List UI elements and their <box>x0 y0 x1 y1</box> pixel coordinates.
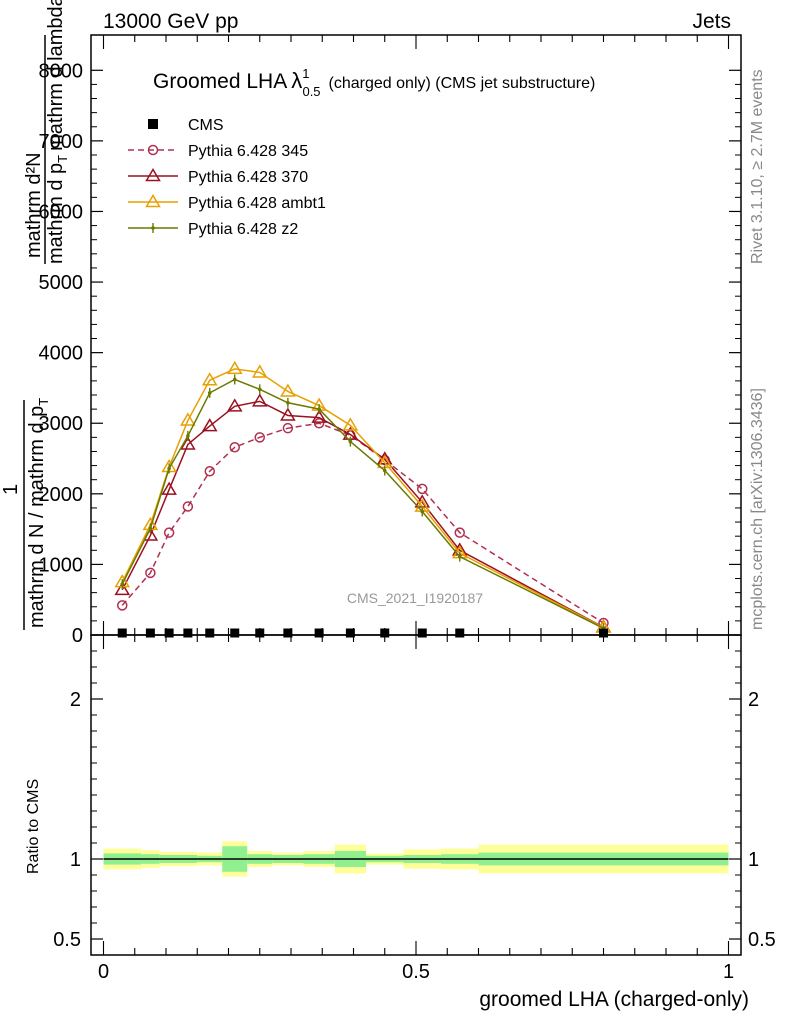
data-point <box>201 372 218 386</box>
series-line <box>121 422 604 624</box>
data-point <box>145 194 161 208</box>
legend-entry: Pythia 6.428 370 <box>128 168 308 186</box>
cms-point <box>117 628 127 638</box>
xtick-label: 0.5 <box>402 961 430 983</box>
x-axis-label: groomed LHA (charged-only) <box>479 988 749 1011</box>
ratio-ytick-label: 2 <box>70 689 81 711</box>
cms-point <box>164 628 174 638</box>
main-ytick-label: 6000 <box>39 201 84 223</box>
ylabel-denominator-bottom: mathrm d N / mathrm d pT <box>26 398 51 628</box>
data-point <box>280 383 296 397</box>
data-point <box>180 412 196 426</box>
data-point <box>282 422 294 434</box>
cms-point <box>145 628 155 638</box>
ratio-ytick-label-right: 1 <box>748 849 759 871</box>
main-series <box>114 360 612 634</box>
cms-point <box>345 628 355 638</box>
main-ylabel: mathrm d²N mathrm d pTmathrm d lambda 1 … <box>0 0 70 630</box>
data-point <box>226 360 243 375</box>
main-ytick-label: 8000 <box>39 60 84 82</box>
ratio-plot-frame <box>90 634 742 956</box>
cms-point <box>205 628 215 638</box>
data-point <box>145 567 156 579</box>
cms-point <box>230 628 240 638</box>
data-point <box>114 581 131 596</box>
data-point <box>280 407 296 421</box>
main-ytick-label: 0 <box>72 625 83 647</box>
series-pythia-6-428-z2 <box>120 374 606 634</box>
data-point <box>161 481 177 495</box>
data-point <box>163 527 175 538</box>
data-point <box>454 527 465 538</box>
plot-title: Groomed LHA λ1 0.5 (charged only) (CMS jet … <box>153 66 595 99</box>
cms-data-points <box>117 628 608 638</box>
legend-label: CMS <box>188 117 224 134</box>
data-point <box>182 501 194 512</box>
main-ytick-label: 3000 <box>39 413 84 435</box>
cms-point <box>283 628 293 638</box>
data-point <box>313 417 325 429</box>
mcplots-label: mcplots.cern.ch [arXiv:1306.3436] <box>749 388 766 630</box>
ylabel-numerator-top: mathrm d²N <box>23 152 45 258</box>
ylabel-one: 1 <box>0 484 22 495</box>
data-point <box>251 393 268 407</box>
cms-point <box>314 628 324 638</box>
data-point <box>342 417 359 431</box>
xtick-label: 0 <box>98 961 109 983</box>
legend-entry: Pythia 6.428 ambt1 <box>128 194 326 212</box>
legend-entry: CMS <box>148 117 224 134</box>
xtick-label: 1 <box>723 961 734 983</box>
data-point <box>226 398 243 412</box>
data-point <box>201 418 218 432</box>
main-ytick-label: 7000 <box>39 131 84 153</box>
main-ytick-label: 2000 <box>39 484 84 506</box>
data-point <box>117 600 128 611</box>
data-point <box>145 168 161 182</box>
main-ytick-label: 4000 <box>39 343 84 365</box>
header-right: Jets <box>692 10 731 33</box>
legend-entry: Pythia 6.428 345 <box>128 143 308 160</box>
data-point <box>251 364 268 378</box>
main-y-axis: 0 1000 2000 3000 4000 5000 6000 7000 8000 <box>39 60 741 647</box>
data-point <box>148 119 158 129</box>
x-axis: 0 0.5 1 <box>98 35 734 983</box>
cms-point <box>417 628 427 638</box>
cms-point <box>380 628 390 638</box>
cms-point <box>255 628 265 638</box>
series-line <box>121 400 604 628</box>
cms-point <box>455 628 465 638</box>
data-point <box>311 409 327 423</box>
ratio-ytick-label-right: 0.5 <box>748 929 776 951</box>
data-point <box>204 465 215 477</box>
data-point <box>229 441 240 453</box>
main-ytick-label: 5000 <box>39 272 84 294</box>
legend-label: Pythia 6.428 z2 <box>188 221 298 238</box>
legend-label: Pythia 6.428 ambt1 <box>188 195 326 212</box>
series-line <box>121 368 604 629</box>
ratio-ytick-label: 0.5 <box>53 929 81 951</box>
ratio-y-axis: 0.5 0.5 1 1 2 2 <box>53 650 776 951</box>
ratio-ytick-label: 1 <box>70 849 81 871</box>
ratio-ytick-label-right: 2 <box>748 689 759 711</box>
data-point <box>180 436 196 450</box>
cms-point <box>183 628 193 638</box>
cms-point <box>599 628 608 638</box>
legend-label: Pythia 6.428 345 <box>188 143 308 160</box>
main-ytick-label: 1000 <box>39 554 84 576</box>
header-left: 13000 GeV pp <box>103 10 238 33</box>
legend-entry: Pythia 6.428 z2 <box>128 221 298 238</box>
data-point <box>417 483 428 495</box>
ratio-ylabel: Ratio to CMS <box>25 779 42 874</box>
ylabel-denominator-top: mathrm d pTmathrm d lambda <box>45 0 70 264</box>
data-point <box>254 432 265 443</box>
data-point <box>147 144 159 156</box>
rivet-version-label: Rivet 3.1.10, ≥ 2.7M events <box>749 69 766 264</box>
analysis-watermark: CMS_2021_I1920187 <box>347 590 483 606</box>
legend: CMS Pythia 6.428 345 Pythia 6.428 370 Pythi… <box>128 117 326 238</box>
series-line <box>121 378 604 629</box>
legend-label: Pythia 6.428 370 <box>188 169 308 186</box>
